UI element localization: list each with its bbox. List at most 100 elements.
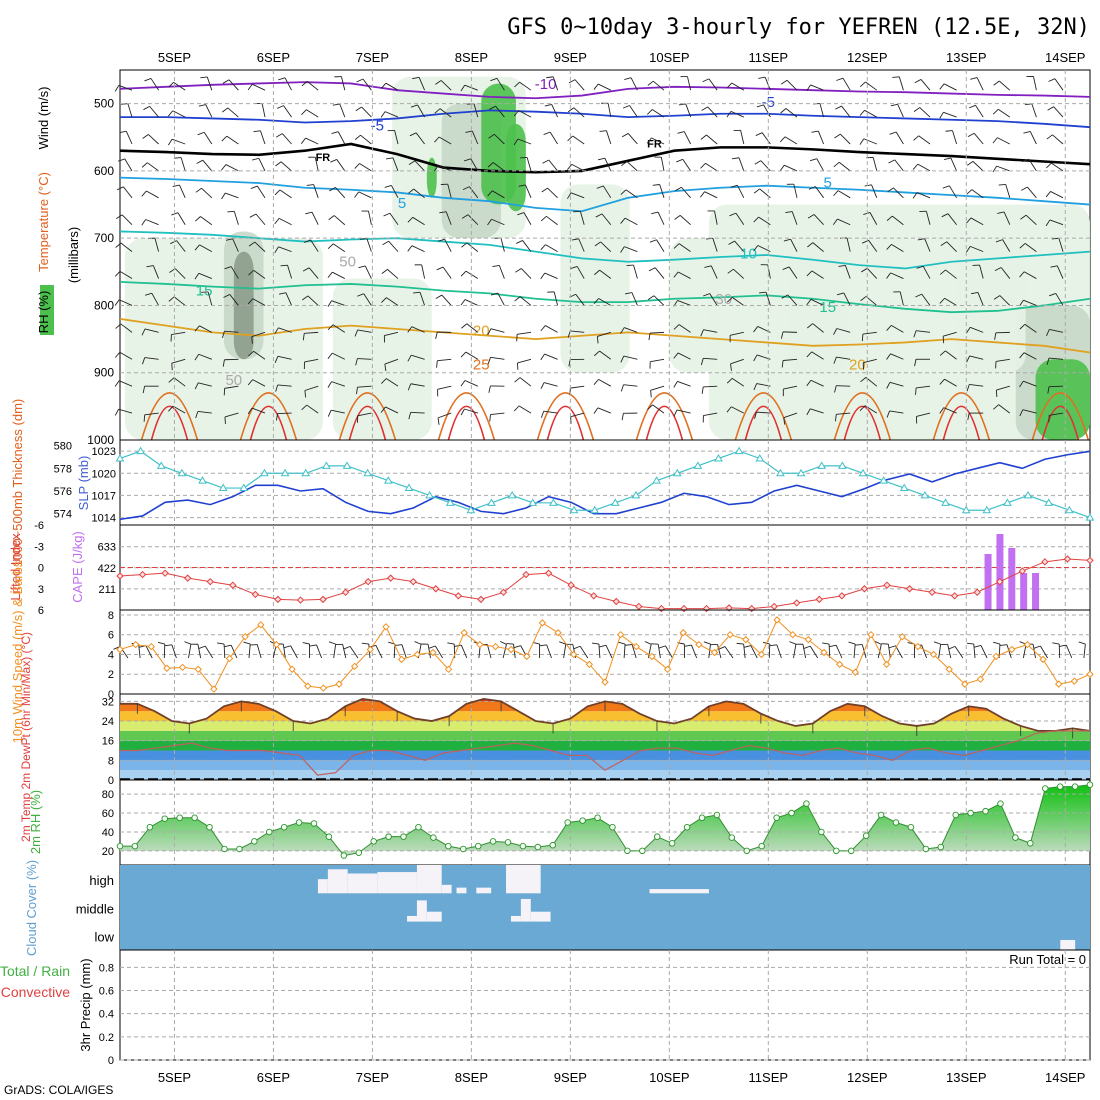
surface-wind-barb bbox=[204, 645, 214, 659]
upper-wind-barb bbox=[841, 105, 851, 118]
upper-wind-barb-flag bbox=[620, 355, 625, 363]
upper-wind-barb bbox=[517, 331, 532, 335]
upper-wind-barb-flag bbox=[699, 191, 705, 198]
upper-wind-barb-flag bbox=[730, 184, 738, 188]
upper-wind-barb-flag bbox=[673, 324, 680, 330]
upper-wind-barb-flag bbox=[594, 241, 601, 247]
slp-line-point bbox=[425, 490, 434, 499]
wind-speed-line-point bbox=[397, 655, 406, 664]
upper-wind-barb bbox=[180, 157, 186, 172]
upper-wind-barb bbox=[678, 243, 691, 253]
contour-label: -5 bbox=[371, 118, 384, 135]
upper-wind-barb bbox=[120, 242, 133, 252]
wind-speed-line-point bbox=[272, 640, 281, 649]
upper-wind-barb bbox=[844, 265, 851, 279]
bottom-day-labels: 5SEP 6SEP 7SEP 8SEP 9SEP 10SEP 11SEP 12SEP 13SEP… bbox=[158, 1070, 1086, 1085]
isotherm-line bbox=[119, 176, 1091, 213]
upper-wind-barb-flag bbox=[222, 79, 230, 84]
upper-wind-barb-flag bbox=[516, 240, 523, 244]
upper-wind-barb bbox=[307, 81, 319, 91]
lifted-index-line-point bbox=[680, 604, 688, 613]
upper-wind-barb bbox=[734, 240, 745, 252]
upper-wind-barb-flag bbox=[755, 132, 763, 136]
upper-wind-barb bbox=[278, 246, 292, 253]
rh-point bbox=[773, 814, 780, 822]
upper-wind-barb-flag bbox=[652, 184, 660, 186]
rh-point bbox=[1027, 840, 1034, 847]
upper-wind-barb bbox=[340, 76, 346, 91]
upper-wind-barb bbox=[523, 212, 532, 225]
surface-wind-barb-flag bbox=[803, 645, 811, 649]
upper-wind-barb bbox=[394, 130, 399, 145]
wind-speed-line-point bbox=[695, 640, 703, 649]
upper-wind-barb-flag bbox=[939, 83, 945, 90]
ylabel-lifted: Lifted Index bbox=[8, 533, 23, 601]
lifted-index-line-point bbox=[973, 588, 981, 596]
rh-point bbox=[907, 823, 915, 831]
slp-line-point bbox=[714, 453, 723, 462]
upper-wind-barb-flag bbox=[460, 84, 466, 92]
upper-wind-barb bbox=[813, 214, 824, 226]
upper-wind-barb bbox=[839, 133, 851, 145]
ylabel-cloud: Cloud Cover (%) bbox=[24, 860, 39, 956]
upper-wind-barb-flag bbox=[195, 411, 199, 419]
upper-wind-barb-flag bbox=[700, 162, 706, 169]
cloud-fill bbox=[416, 900, 427, 922]
slp-line-point bbox=[404, 483, 414, 492]
rh-point bbox=[847, 847, 855, 855]
upper-wind-barb bbox=[598, 83, 611, 91]
isotherm-25-lobe bbox=[536, 392, 595, 441]
slp-panel-frame bbox=[119, 439, 1091, 526]
isotherm-25-lobe bbox=[1031, 392, 1090, 441]
upper-wind-barb-flag bbox=[673, 243, 680, 249]
upper-wind-barb bbox=[410, 411, 425, 414]
upper-wind-barb bbox=[602, 185, 612, 199]
upper-wind-barb-flag bbox=[993, 404, 999, 410]
upper-wind-barb bbox=[520, 268, 532, 279]
upper-wind-barb-flag bbox=[886, 215, 893, 221]
upper-wind-barb-flag bbox=[221, 135, 228, 142]
upper-wind-barb-flag bbox=[915, 387, 917, 395]
upper-wind-barb-flag bbox=[354, 329, 359, 337]
upper-wind-barb-flag bbox=[380, 406, 386, 413]
wind-speed-line-point bbox=[882, 660, 891, 669]
slp-line-point bbox=[590, 505, 600, 514]
upper-wind-barb bbox=[678, 324, 691, 333]
wind-speed-line-point bbox=[710, 648, 719, 657]
upper-wind-barb bbox=[812, 323, 824, 333]
surface-wind-barb-flag bbox=[328, 641, 336, 645]
rh-point bbox=[653, 833, 661, 840]
rh-point bbox=[982, 807, 989, 815]
isotherm-25-lobe bbox=[239, 392, 298, 441]
cloud-fill bbox=[317, 879, 328, 894]
upper-wind-barb bbox=[207, 291, 213, 306]
upper-wind-barb-flag bbox=[114, 85, 120, 92]
upper-wind-barb bbox=[171, 331, 186, 335]
cloud-fill bbox=[441, 884, 452, 894]
upper-wind-barb-flag bbox=[568, 79, 576, 84]
upper-wind-barb-flag bbox=[168, 296, 175, 302]
rh-tick-label: 80 bbox=[102, 789, 114, 801]
upper-wind-barb-flag bbox=[520, 157, 528, 159]
upper-wind-barb bbox=[278, 217, 292, 226]
surface-wind-barb-flag bbox=[848, 641, 856, 645]
surface-wind-barb bbox=[853, 644, 856, 659]
rh-shading bbox=[506, 123, 526, 212]
upper-wind-barb-flag bbox=[460, 408, 465, 416]
upper-wind-barb-flag bbox=[1045, 191, 1051, 198]
slp-line-point bbox=[610, 498, 620, 506]
upper-wind-barb-flag bbox=[993, 80, 1000, 86]
wind-speed-line-point bbox=[992, 652, 1000, 661]
lifted-index-line-point bbox=[1018, 567, 1027, 575]
upper-wind-barb-flag bbox=[541, 187, 548, 193]
surface-wind-barb bbox=[605, 645, 613, 659]
upper-wind-barb bbox=[842, 77, 851, 91]
upper-wind-barb bbox=[387, 269, 399, 279]
upper-wind-barb-flag bbox=[168, 377, 175, 383]
upper-wind-barb bbox=[357, 329, 372, 333]
upper-wind-barb-flag bbox=[647, 295, 655, 301]
upper-wind-barb-flag bbox=[1019, 352, 1025, 359]
upper-wind-barb bbox=[119, 299, 133, 306]
upper-wind-barb bbox=[598, 379, 612, 387]
